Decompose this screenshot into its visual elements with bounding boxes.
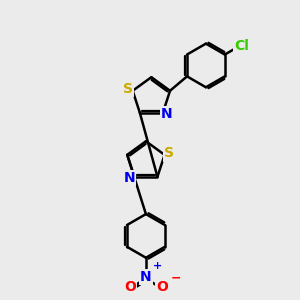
Text: S: S xyxy=(123,82,133,96)
Text: S: S xyxy=(164,146,175,161)
Text: O: O xyxy=(124,280,136,294)
Text: O: O xyxy=(156,280,168,294)
Text: +: + xyxy=(153,262,162,272)
Text: −: − xyxy=(170,272,181,285)
Text: N: N xyxy=(161,107,173,121)
Text: Cl: Cl xyxy=(234,39,249,53)
Text: N: N xyxy=(140,270,152,284)
Text: N: N xyxy=(124,171,135,185)
